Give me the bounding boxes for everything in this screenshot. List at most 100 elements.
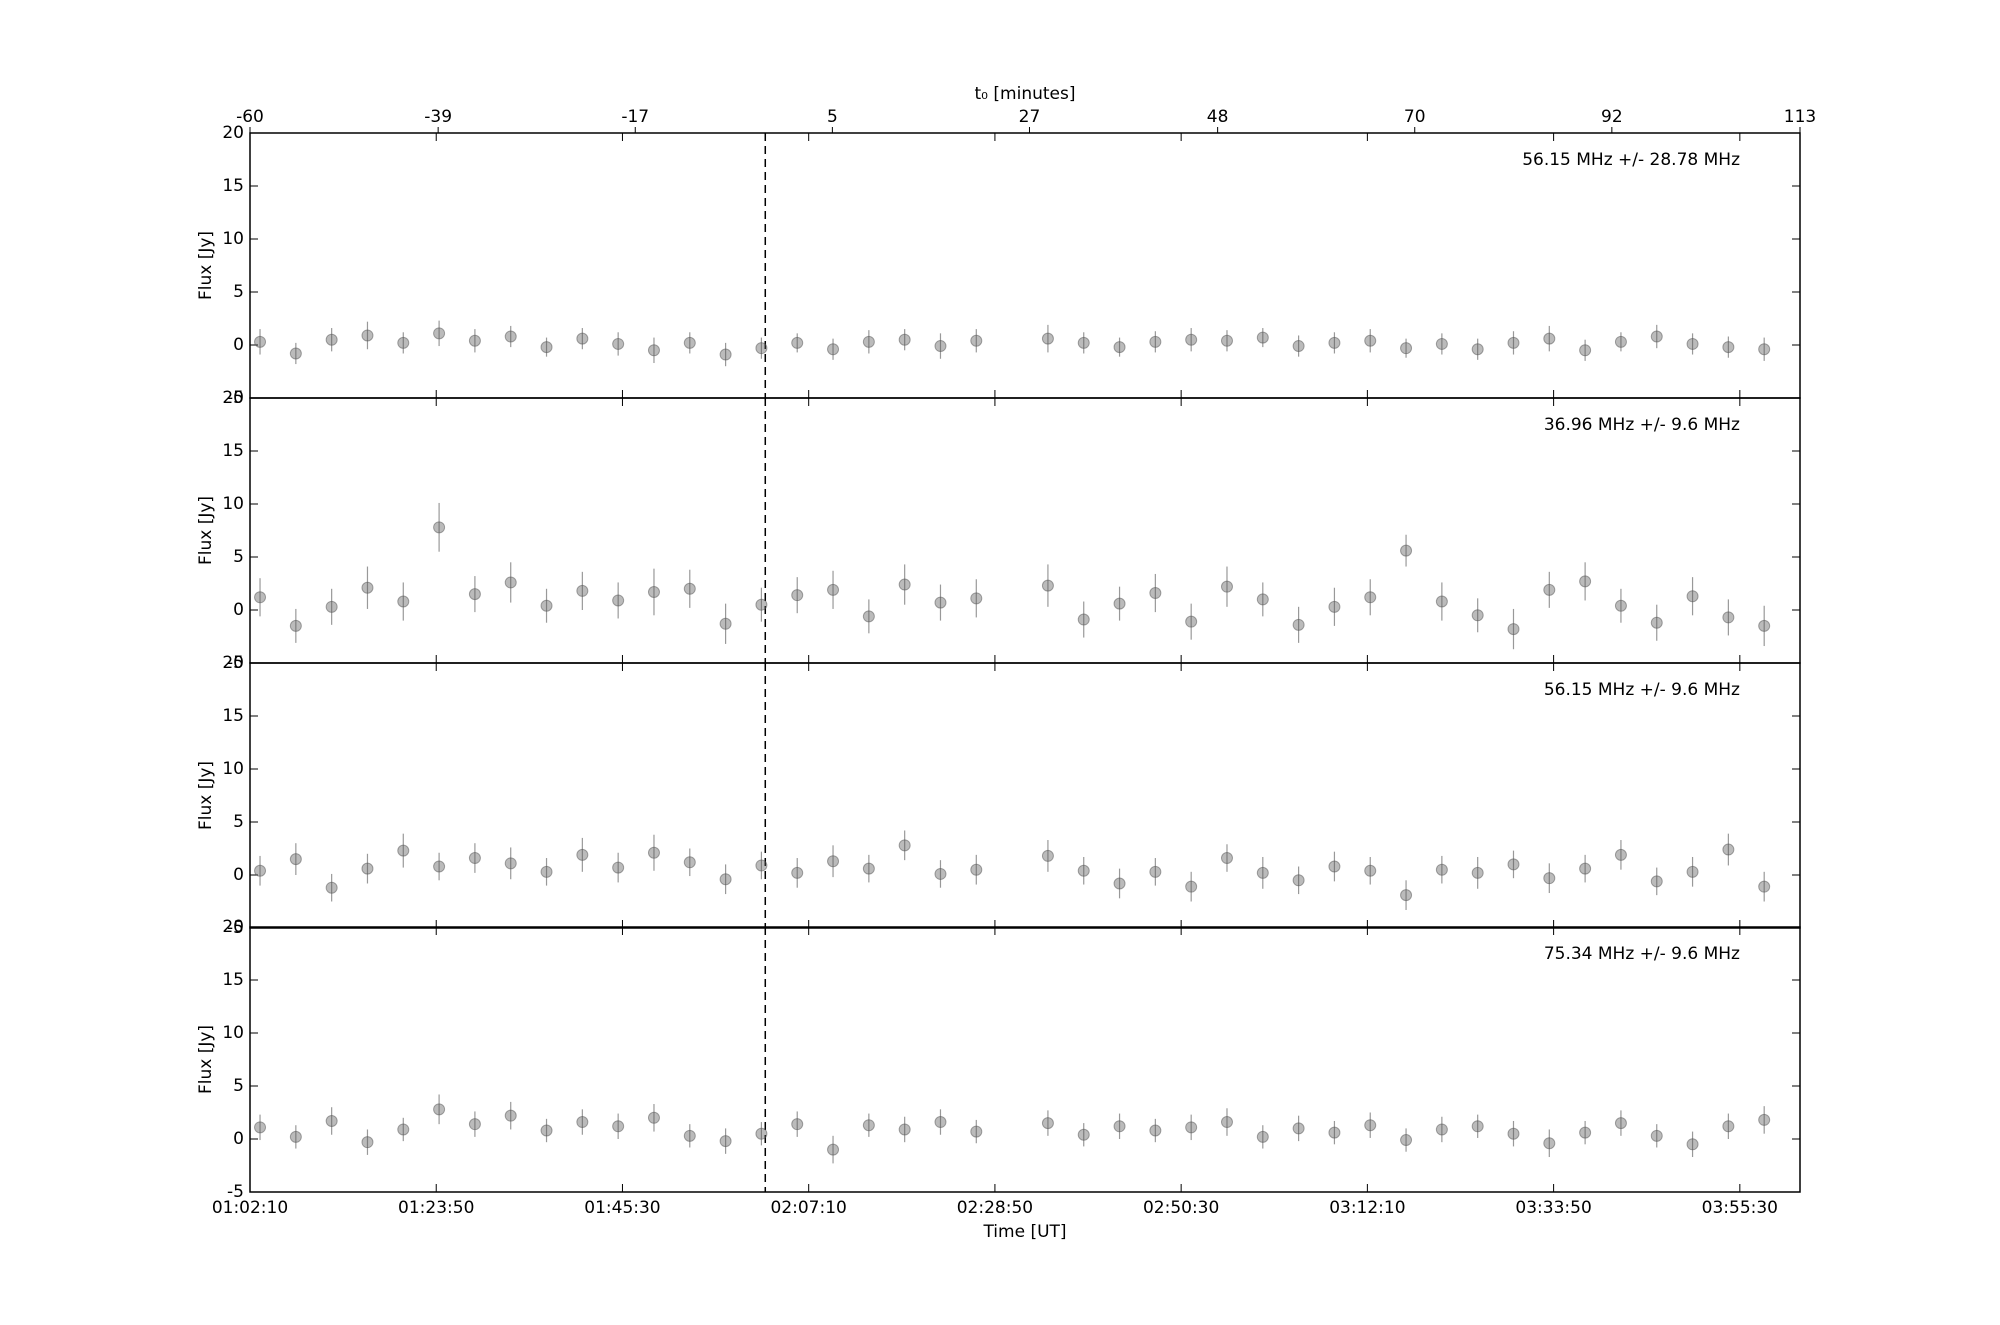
data-point: [361, 862, 374, 875]
data-point: [1614, 599, 1627, 612]
data-point: [1543, 583, 1556, 596]
data-point: [612, 594, 625, 607]
x2-tick-label: 27: [1019, 107, 1041, 127]
x-tick-label: 02:50:30: [1143, 1198, 1219, 1218]
data-point: [1364, 1119, 1377, 1132]
data-point: [468, 588, 481, 601]
y-tick-label: 5: [233, 547, 244, 567]
data-point: [1650, 616, 1663, 629]
data-point: [540, 865, 553, 878]
data-point: [862, 335, 875, 348]
data-point: [612, 1120, 625, 1133]
data-point: [1471, 609, 1484, 622]
data-point: [1041, 579, 1054, 592]
data-point: [1220, 580, 1233, 593]
plot-area: [249, 397, 1801, 664]
data-point: [1328, 1126, 1341, 1139]
y-tick-label: -5: [227, 918, 244, 938]
x2-tick-label: -17: [621, 107, 649, 127]
data-point: [397, 1123, 410, 1136]
x2-tick-label: 92: [1601, 107, 1623, 127]
data-point: [1722, 611, 1735, 624]
data-point: [934, 1116, 947, 1129]
data-point: [254, 591, 267, 604]
data-point: [1113, 341, 1126, 354]
data-point: [254, 1121, 267, 1134]
data-point: [898, 333, 911, 346]
data-point: [1292, 618, 1305, 631]
data-point: [1077, 613, 1090, 626]
data-point: [397, 595, 410, 608]
data-point: [1579, 1126, 1592, 1139]
data-point: [1758, 619, 1771, 632]
data-point: [1364, 334, 1377, 347]
data-point: [1185, 615, 1198, 628]
data-point: [504, 330, 517, 343]
data-point: [504, 576, 517, 589]
data-point: [254, 335, 267, 348]
y-tick-label: 10: [222, 229, 244, 249]
data-point: [1758, 880, 1771, 893]
data-point: [1758, 1113, 1771, 1126]
data-point: [1579, 862, 1592, 875]
data-point: [1435, 595, 1448, 608]
data-point: [1400, 342, 1413, 355]
data-point: [433, 521, 446, 534]
data-point: [970, 863, 983, 876]
data-point: [1614, 335, 1627, 348]
x-tick-label: 01:02:10: [212, 1198, 288, 1218]
data-point: [683, 336, 696, 349]
data-point: [1435, 863, 1448, 876]
data-point: [1041, 1117, 1054, 1130]
y-tick-label: -5: [227, 653, 244, 673]
data-point: [1435, 1123, 1448, 1136]
data-point: [612, 861, 625, 874]
data-point: [683, 582, 696, 595]
x-tick-label: 03:12:10: [1329, 1198, 1405, 1218]
data-point: [540, 341, 553, 354]
plot-area: [249, 662, 1801, 929]
data-point: [468, 334, 481, 347]
data-point: [719, 348, 732, 361]
data-point: [898, 578, 911, 591]
data-point: [1722, 1120, 1735, 1133]
data-point: [934, 596, 947, 609]
data-point: [289, 1130, 302, 1143]
data-point: [1185, 1121, 1198, 1134]
plot-area: [249, 926, 1801, 1193]
data-point: [719, 617, 732, 630]
data-point: [1220, 852, 1233, 865]
x2-tick-label: -39: [424, 107, 452, 127]
data-point: [827, 1143, 840, 1156]
data-point: [755, 859, 768, 872]
data-point: [1471, 866, 1484, 879]
data-point: [647, 846, 660, 859]
data-point: [1113, 877, 1126, 890]
x-axis-label: Time [UT]: [982, 1222, 1066, 1242]
data-point: [970, 1125, 983, 1138]
y-tick-label: 20: [222, 388, 244, 408]
x2-tick-label: 5: [827, 107, 838, 127]
data-point: [1149, 865, 1162, 878]
data-point: [1364, 864, 1377, 877]
data-point: [791, 336, 804, 349]
data-point: [1185, 333, 1198, 346]
data-point: [1292, 1122, 1305, 1135]
y-axis-label: Flux [Jy]: [196, 761, 216, 830]
data-point: [647, 1111, 660, 1124]
data-point: [361, 1136, 374, 1149]
data-point: [504, 1109, 517, 1122]
data-point: [970, 334, 983, 347]
plot-area: [249, 132, 1801, 399]
data-point: [1328, 600, 1341, 613]
data-point: [576, 332, 589, 345]
data-point: [1543, 332, 1556, 345]
data-point: [325, 600, 338, 613]
data-point: [1328, 860, 1341, 873]
data-point: [1435, 337, 1448, 350]
data-point: [504, 857, 517, 870]
data-point: [827, 583, 840, 596]
data-point: [827, 343, 840, 356]
data-point: [1650, 1129, 1663, 1142]
data-point: [1149, 587, 1162, 600]
